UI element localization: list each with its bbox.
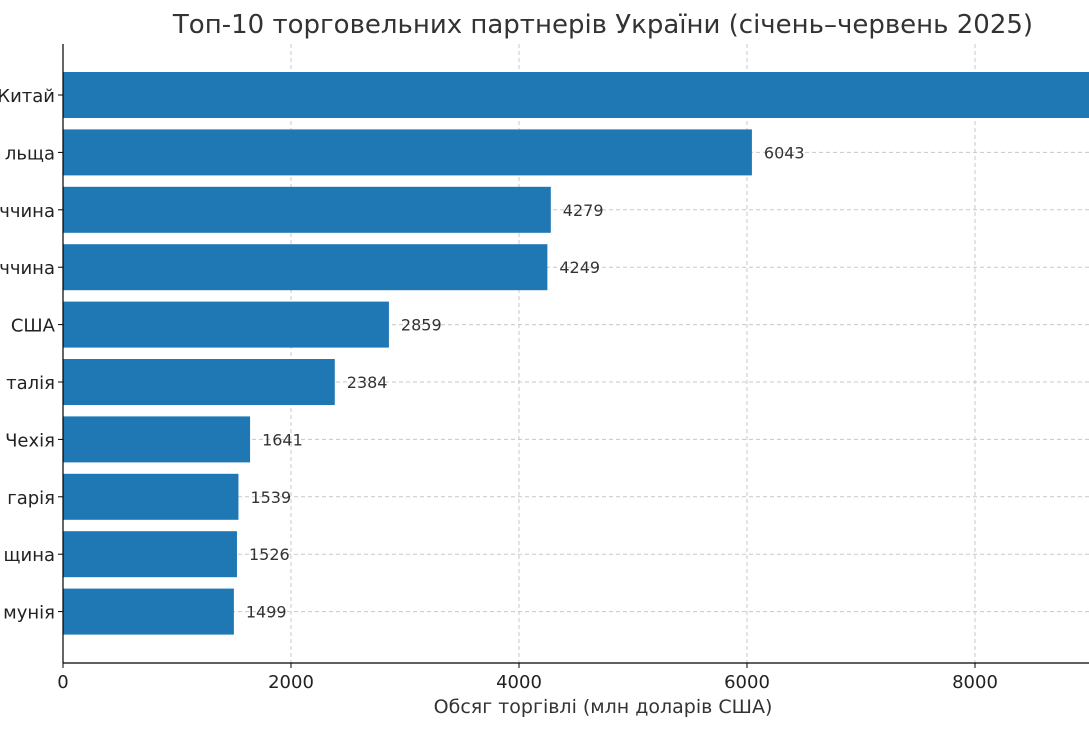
bar: [63, 588, 234, 635]
x-tick-label: 0: [57, 672, 68, 693]
bar-value-label: 1499: [246, 603, 287, 622]
bar-value-label: 6043: [764, 143, 805, 162]
category-label: ччина: [0, 258, 55, 279]
category-label: щина: [4, 545, 55, 566]
bar-value-label: 1539: [250, 488, 291, 507]
data-labels: 6043 4279 4249 2859 2384 1641 1539 1526 1499: [246, 143, 805, 621]
bar: [63, 301, 389, 348]
x-ticks: 0 2000 4000 6000 8000: [57, 663, 998, 693]
bar: [63, 473, 239, 520]
bar: [63, 244, 548, 291]
bar-value-label: 4249: [559, 258, 600, 277]
category-labels: Китай льща ччина ччина США талія Чехія гарія щин…: [0, 86, 63, 624]
bar-value-label: 2859: [401, 316, 442, 335]
x-tick-label: 6000: [724, 672, 770, 693]
bar-value-label: 2384: [347, 373, 388, 392]
category-label: ччина: [0, 201, 55, 222]
category-label: Китай: [0, 86, 55, 107]
category-label: гарія: [7, 488, 55, 509]
bar: [63, 359, 335, 405]
category-label: мунія: [3, 603, 55, 624]
category-label: талія: [6, 373, 55, 394]
bars: [63, 72, 1089, 635]
bar: [63, 416, 251, 463]
bar-value-label: 1526: [249, 545, 290, 564]
bar: [63, 72, 1089, 118]
category-label: льща: [5, 143, 55, 164]
category-label: США: [11, 316, 56, 337]
bar: [63, 531, 237, 578]
x-tick-label: 4000: [496, 672, 542, 693]
bar: [63, 129, 752, 176]
x-tick-label: 8000: [952, 672, 998, 693]
x-axis-label: Обсяг торгівлі (млн доларів США): [434, 696, 773, 718]
bar-value-label: 4279: [563, 201, 604, 220]
category-label: Чехія: [5, 430, 55, 451]
bar: [63, 186, 551, 233]
bar-value-label: 1641: [262, 430, 303, 449]
chart-title: Топ-10 торговельних партнерів України (с…: [172, 10, 1033, 40]
x-tick-label: 2000: [268, 672, 314, 693]
